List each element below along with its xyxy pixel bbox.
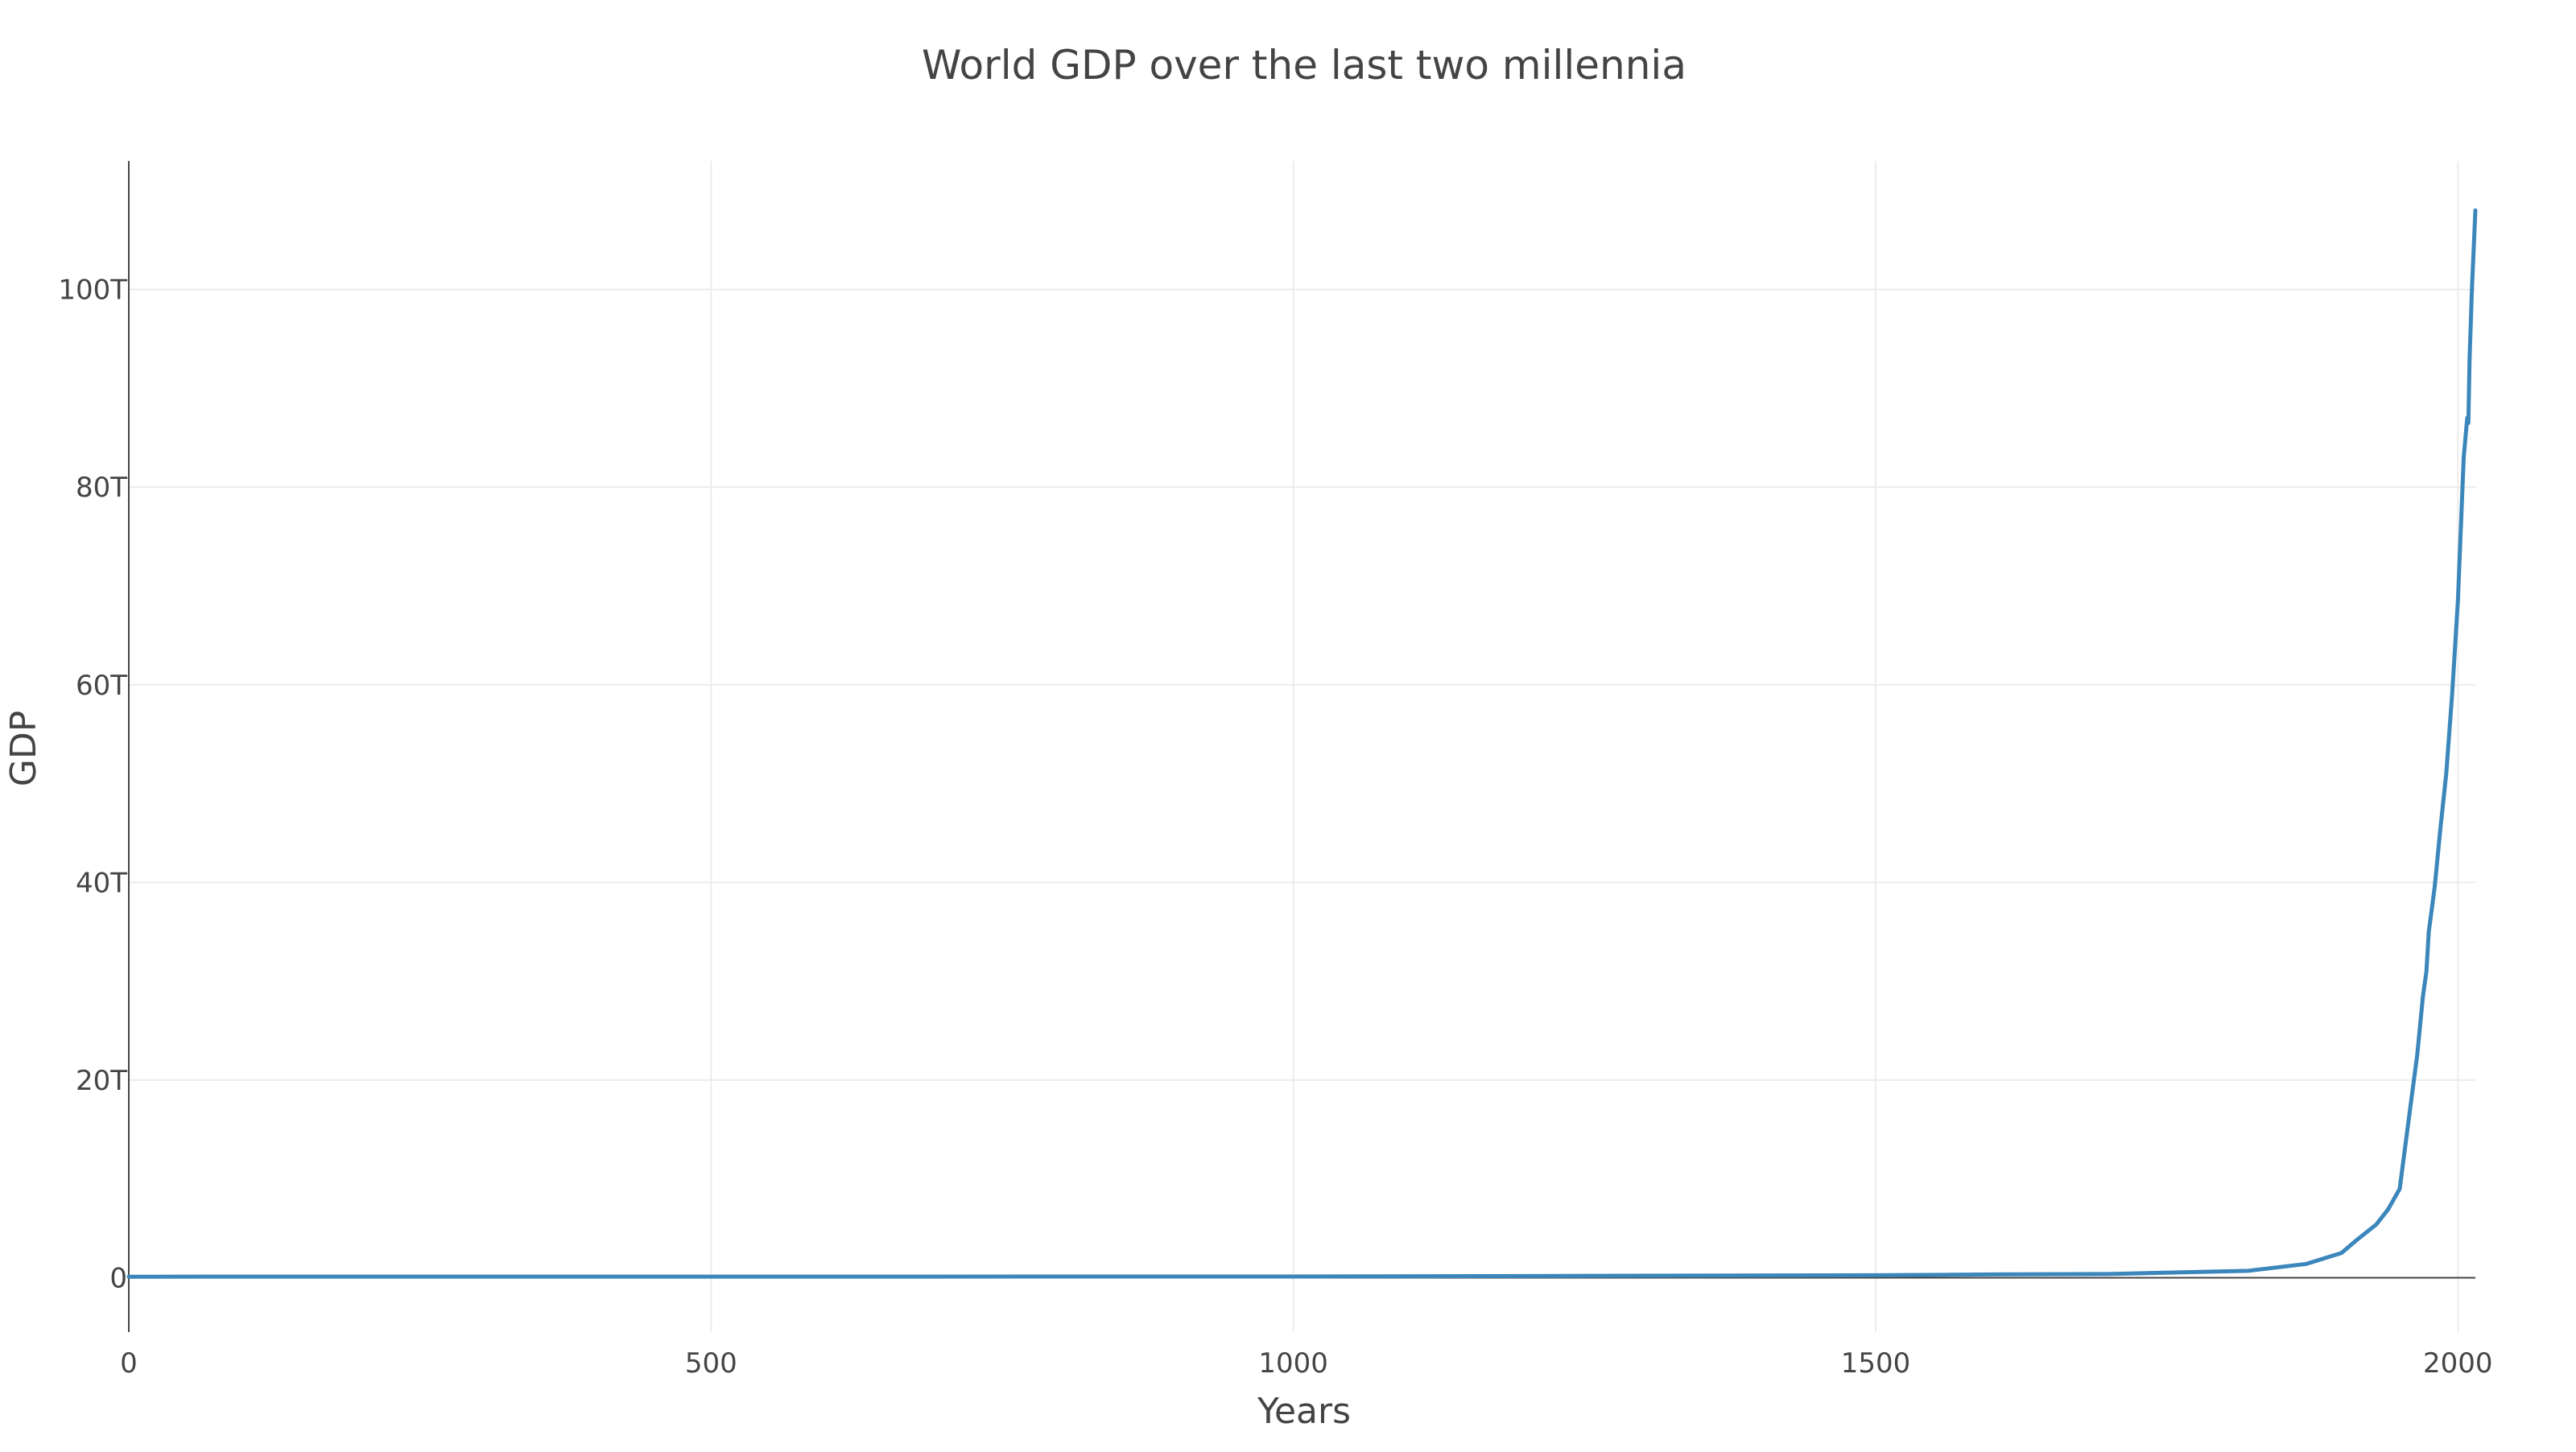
x-tick-label: 1000 bbox=[1258, 1347, 1328, 1380]
y-tick-label: 0 bbox=[109, 1262, 127, 1294]
y-tick-label: 100T bbox=[58, 274, 127, 307]
y-tick-label: 60T bbox=[76, 670, 127, 702]
tick-layer: 0 500 1000 1500 2000 0 20T 40T 60T 80T 100T bbox=[58, 274, 2492, 1380]
grid-layer bbox=[129, 161, 2475, 1332]
y-axis-title: GDP bbox=[3, 711, 44, 787]
x-tick-label: 500 bbox=[685, 1347, 737, 1380]
gdp-series-line bbox=[126, 208, 2478, 1279]
chart-title: World GDP over the last two millennia bbox=[922, 42, 1686, 89]
y-tick-label: 20T bbox=[76, 1065, 127, 1097]
x-axis-title: Years bbox=[1257, 1391, 1351, 1432]
x-tick-label: 0 bbox=[120, 1347, 138, 1380]
series-layer bbox=[126, 208, 2478, 1279]
axis-layer bbox=[128, 161, 2475, 1332]
y-tick-label: 80T bbox=[76, 472, 127, 504]
x-tick-label: 1500 bbox=[1841, 1347, 1911, 1380]
x-tick-label: 2000 bbox=[2423, 1347, 2493, 1380]
y-tick-label: 40T bbox=[76, 867, 127, 899]
